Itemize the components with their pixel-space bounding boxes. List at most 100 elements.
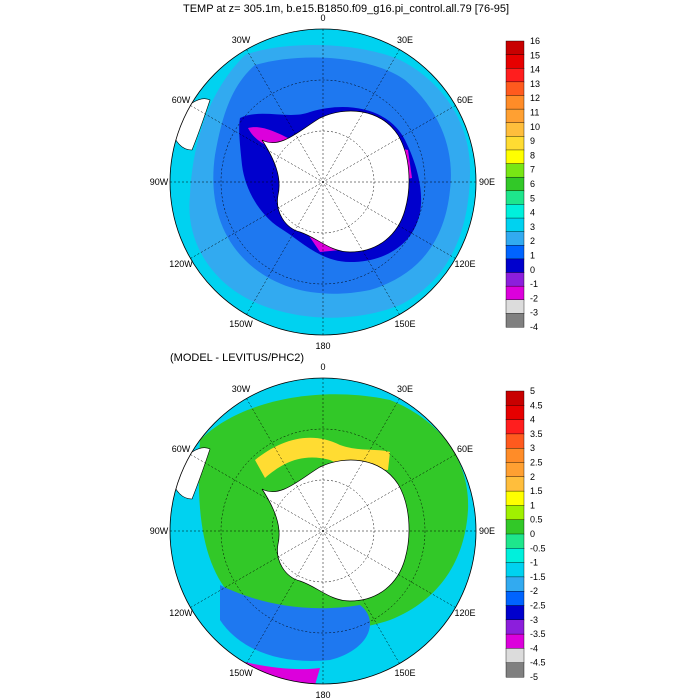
longitude-label: 60E (457, 95, 473, 105)
colorbar-swatch (505, 122, 525, 137)
colorbar-swatch (505, 40, 525, 56)
colorbar-swatch (505, 533, 525, 549)
colorbar-label: 13 (530, 79, 540, 89)
panel-1-title: TEMP at z= 305.1m, b.e15.B1850.f09_g16.p… (183, 3, 510, 15)
longitude-label: 30E (397, 35, 413, 45)
longitude-label: 90W (150, 177, 169, 187)
colorbar-label: 5 (530, 193, 535, 203)
colorbar-2: 5 4.5 4 3.5 3 2.5 2 1.5 1 0.5 0 -0.5 -1 -1.5 -2 -2.5 -3 -… (505, 386, 546, 682)
colorbar-label: -4.5 (530, 658, 546, 668)
colorbar-swatch (505, 285, 525, 301)
colorbar-label: -4 (530, 322, 538, 332)
colorbar-label: 0.5 (530, 515, 543, 525)
colorbar-label: 7 (530, 165, 535, 175)
colorbar-swatch (505, 633, 525, 649)
colorbar-swatch (505, 245, 525, 260)
colorbar-label: 11 (530, 108, 539, 118)
colorbar-label: -1 (530, 279, 538, 289)
antarctica-landmass (261, 110, 410, 253)
longitude-label: 120W (169, 608, 193, 618)
colorbar-swatch (505, 108, 525, 124)
panel-1-map: 0 30E 60E 90E 120E 150E 180 150W 120W 90W 60W 30W (150, 13, 495, 351)
longitude-label: 120W (169, 259, 193, 269)
colorbar-swatch (505, 258, 525, 274)
colorbar-label: 0 (530, 529, 535, 539)
colorbar-label: 6 (530, 179, 535, 189)
colorbar-label: 2 (530, 472, 535, 482)
colorbar-swatch (505, 433, 525, 449)
colorbar-swatch (505, 505, 525, 521)
colorbar-swatch (505, 448, 525, 464)
colorbar-label: -2.5 (530, 601, 546, 611)
colorbar-swatch (505, 576, 525, 592)
colorbar-swatch (505, 648, 525, 664)
longitude-label: 90E (479, 526, 495, 536)
colorbar-swatch (505, 231, 525, 246)
colorbar-label: -2 (530, 293, 538, 303)
panel-2-title: (MODEL - LEVITUS/PHC2) (170, 352, 305, 364)
longitude-label: 30E (397, 384, 413, 394)
colorbar-swatch (505, 662, 525, 678)
longitude-label: 150E (394, 668, 415, 678)
colorbar-label: 12 (530, 93, 540, 103)
colorbar-label: 3 (530, 443, 535, 453)
colorbar-label: 1 (530, 251, 535, 261)
colorbar-label: -3 (530, 615, 538, 625)
colorbar-swatch (505, 476, 525, 492)
colorbar-swatch (505, 272, 525, 287)
colorbar-label: -4 (530, 643, 538, 653)
colorbar-label: 1 (530, 500, 535, 510)
colorbar-label: 16 (530, 36, 540, 46)
colorbar-label: -3 (530, 308, 538, 318)
colorbar-swatch (505, 591, 525, 607)
longitude-label: 0 (320, 13, 325, 23)
longitude-label: 30W (232, 35, 251, 45)
colorbar-swatch (505, 68, 525, 83)
colorbar-label: 14 (530, 65, 540, 75)
longitude-labels-1: 0 30E 60E 90E 120E 150E 180 150W 120W 90W 60W 30W (150, 13, 495, 351)
colorbar-swatch (505, 95, 525, 110)
longitude-label: 90E (479, 177, 495, 187)
colorbar-swatch (505, 548, 525, 564)
longitude-label: 0 (320, 362, 325, 372)
colorbar-label: 4.5 (530, 400, 543, 410)
colorbar-swatch (505, 562, 525, 578)
colorbar-swatch (505, 217, 525, 233)
longitude-label: 60E (457, 444, 473, 454)
diff-yellow-band (255, 437, 390, 478)
longitude-label: 150W (229, 668, 253, 678)
longitude-label: 60W (172, 444, 191, 454)
colorbar-label: -0.5 (530, 543, 546, 553)
colorbar-swatch (505, 605, 525, 621)
colorbar-swatch (505, 136, 525, 151)
colorbar-label: -1 (530, 558, 538, 568)
diff-blue-patch-south (220, 585, 370, 661)
longitude-labels-2: 0 30E 60E 90E 120E 150E 180 150W 120W 90W 60W 30W (150, 362, 495, 700)
colorbar-label: 10 (530, 122, 540, 132)
colorbar-label: 5 (530, 386, 535, 396)
longitude-label: 60W (172, 95, 191, 105)
colorbar-label: 15 (530, 50, 540, 60)
colorbar-swatch (505, 419, 525, 435)
antarctica-landmass-2 (261, 459, 410, 602)
colorbar-label: -2 (530, 586, 538, 596)
colorbar-swatch (505, 619, 525, 635)
colorbar-swatch (505, 54, 525, 69)
colorbar-swatch (505, 204, 525, 219)
panel-2-map: 0 30E 60E 90E 120E 150E 180 150W 120W 90W 60W 30W (150, 362, 495, 700)
longitude-label: 30W (232, 384, 251, 394)
graticule-2 (170, 378, 476, 684)
colorbar-swatch (505, 149, 525, 165)
colorbar-label: 1.5 (530, 486, 543, 496)
colorbar-label: 2.5 (530, 458, 543, 468)
colorbar-swatch (505, 176, 525, 192)
longitude-label: 90W (150, 526, 169, 536)
colorbar-swatch (505, 163, 525, 178)
colorbar-swatch (505, 390, 525, 406)
longitude-label: 150W (229, 319, 253, 329)
colorbar-swatch (505, 462, 525, 478)
colorbar-label: -1.5 (530, 572, 546, 582)
colorbar-swatch (505, 519, 525, 535)
